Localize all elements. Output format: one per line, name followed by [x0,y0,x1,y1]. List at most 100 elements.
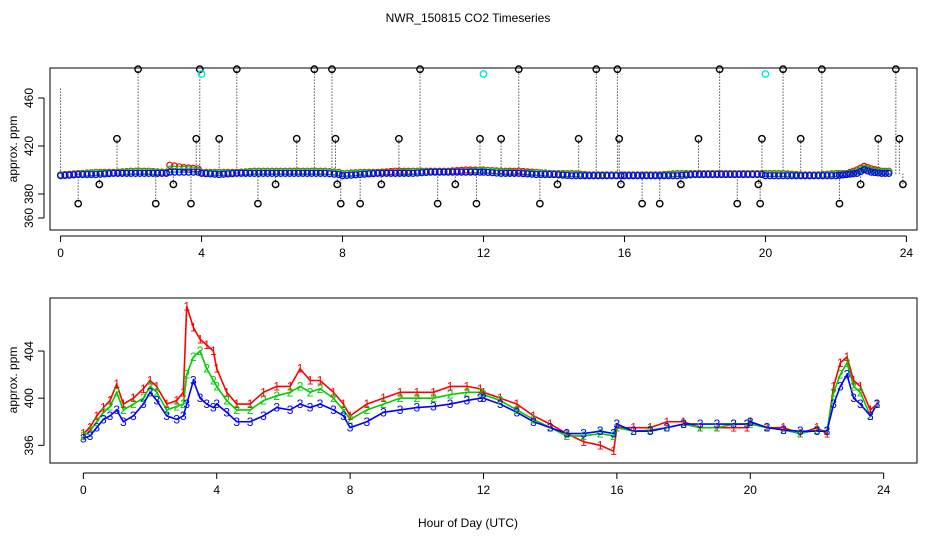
top-series-point-blue [105,170,113,178]
series-point-label-3: 3 [647,424,654,438]
top-series-point-blue [197,169,206,177]
top-series-point-blue [290,169,298,177]
top-series-point-blue [581,172,589,180]
top-series-point-blue [431,168,439,176]
top-series-point-blue [532,170,540,179]
top-series-point-blue [758,170,766,179]
top-series-point-blue [660,172,668,180]
top-series-point-blue [140,169,148,177]
series-point-label-3: 3 [730,417,737,431]
series-point-label-1: 1 [180,385,187,399]
series-point-label-1: 1 [610,444,617,458]
figure-title: NWR_150815 CO2 Timeseries [386,11,551,25]
series-point-label-1: 1 [477,382,484,396]
top-series-point-blue [242,169,250,177]
top-series-point-blue [607,172,616,180]
top-series-point-blue [559,171,567,179]
top-series-point-blue [682,171,690,179]
series-point-label-2: 2 [480,388,487,402]
top-series-point-blue [839,171,847,179]
series-point-label-3: 3 [190,374,197,388]
series-point-label-2: 2 [747,417,754,431]
series-point-label-3: 3 [93,421,100,435]
series-point-label-1: 1 [744,421,751,435]
series-point-label-3: 3 [317,397,324,411]
spike-marker [416,65,424,74]
series-point-label-3: 3 [363,415,370,429]
top-series-point-blue [846,170,854,178]
top-plot-frame [49,67,918,231]
top-series-point-blue [590,172,598,180]
top-panel: 0 4 8 12 16 20 24 360 380 420 460 approx. ppm [6,65,918,260]
top-series-point-blue [131,169,140,177]
series-point-label-3: 3 [614,417,621,431]
spike-marker [655,199,664,208]
top-series-point-blue [330,170,338,178]
series-point-label-3: 3 [824,424,831,438]
top-series-point-blue [731,170,739,179]
top-series-point-blue [744,170,752,179]
spike-marker [817,65,826,74]
series-point-label-2: 2 [93,415,100,429]
top-series-point-blue [202,170,210,178]
series-point-label-2: 2 [107,399,114,413]
bottom-x-tick-label: 24 [877,483,891,497]
spike-marker [756,199,765,208]
top-series-point-blue [819,172,827,180]
series-point-label-2: 2 [210,374,217,388]
series-point-label-3: 3 [120,415,127,429]
series-point-label-2: 2 [180,397,187,411]
series-point-label-2: 2 [714,421,721,435]
top-series-point-blue [874,169,882,177]
top-series-point-blue [440,168,448,176]
top-series-point-blue [704,170,712,179]
series-point-label-1: 1 [597,438,604,452]
series-point-label-2: 2 [463,385,470,399]
series-point-label-3: 3 [447,397,454,411]
series-point-label-1: 1 [814,421,821,435]
top-series-point-blue [515,169,523,177]
bottom-series-lines [82,306,878,453]
series-point-label-2: 2 [830,385,837,399]
spike-marker [592,65,601,74]
top-series-point-blue [158,169,166,177]
series-point-label-2: 2 [197,344,204,358]
series-point-label-1: 1 [87,421,94,435]
series-point-label-2: 2 [317,382,324,396]
series-point-label-2: 2 [247,403,254,417]
top-series-point-blue [264,169,272,177]
top-series-point-blue [422,168,430,177]
series-point-label-1: 1 [210,344,217,358]
x-axis-title: Hour of Day (UTC) [418,516,518,530]
series-point-label-2: 2 [190,350,197,364]
spike-marker [95,180,104,189]
series-point-label-2: 2 [233,403,240,417]
series-point-label-3: 3 [780,423,787,437]
top-series-point-blue [713,170,721,179]
spike-marker [891,65,900,74]
series-point-label-2: 2 [397,391,404,405]
top-series-point-blue [678,171,686,180]
series-point-label-2: 2 [630,424,637,438]
top-series-point-blue [563,171,571,180]
top-series-point-blue [647,172,655,180]
spike-marker [676,180,685,189]
series-point-label-2: 2 [780,423,787,437]
series-point-label-1: 1 [287,379,294,393]
top-series-point-blue [835,171,844,179]
top-series-point-blue [114,169,122,177]
series-point-label-1: 1 [107,394,114,408]
top-series-point-blue [219,170,228,178]
top-series-point-blue [347,171,355,179]
spike-marker [331,134,340,143]
top-series-point-blue [695,170,703,179]
bottom-x-tick-label: 20 [744,483,758,497]
series-point-label-3: 3 [260,409,267,423]
series-point-label-3: 3 [844,368,851,382]
top-series-point-blue [585,172,593,180]
series-point-label-2: 2 [213,379,220,393]
series-point-label-1: 1 [430,385,437,399]
series-point-label-1: 1 [273,379,280,393]
series-point-label-3: 3 [413,401,420,415]
series-point-label-3: 3 [273,401,280,415]
